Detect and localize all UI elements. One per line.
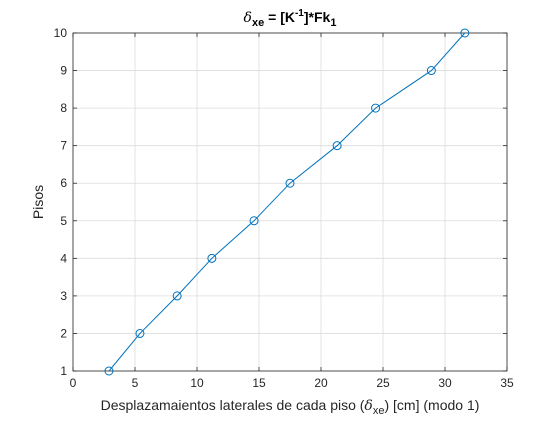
y-tick-label: 2 [60, 326, 67, 340]
title-end-subscript: 1 [330, 17, 336, 29]
xlabel-pre: Desplazamaientos laterales de cada piso … [101, 397, 365, 413]
x-tick-label: 25 [376, 376, 390, 390]
xlabel-post: ) [cm] (modo 1) [384, 397, 479, 413]
xlabel-symbol: δ [364, 398, 372, 414]
y-tick-label: 6 [60, 176, 67, 190]
x-tick-label: 0 [70, 376, 77, 390]
chart-title: δxe = [K-1]*Fk1 [244, 8, 337, 29]
title-mid: = [K [264, 9, 295, 25]
plot-background [73, 33, 507, 371]
y-tick-label: 7 [60, 139, 67, 153]
y-tick-label: 10 [54, 26, 68, 40]
x-axis-label: Desplazamaientos laterales de cada piso … [101, 397, 480, 417]
title-symbol-subscript: xe [252, 17, 264, 29]
y-axis-label: Pisos [30, 185, 46, 219]
y-tick-label: 1 [60, 364, 67, 378]
x-tick-label: 15 [252, 376, 266, 390]
x-tick-label: 5 [132, 376, 139, 390]
y-tick-label: 9 [60, 64, 67, 78]
x-tick-label: 10 [190, 376, 204, 390]
x-tick-label: 30 [438, 376, 452, 390]
y-tick-label: 5 [60, 214, 67, 228]
y-tick-label: 3 [60, 289, 67, 303]
xlabel-subscript: xe [373, 405, 385, 417]
y-tick-labels: 1 2 3 4 5 6 7 8 9 10 [54, 26, 68, 378]
title-symbol: δ [244, 10, 252, 26]
x-tick-labels: 0 5 10 15 20 25 30 35 [70, 376, 514, 390]
y-tick-label: 4 [60, 251, 67, 265]
y-tick-label: 8 [60, 101, 67, 115]
x-tick-label: 35 [500, 376, 514, 390]
x-tick-label: 20 [314, 376, 328, 390]
title-after: ]*Fk [304, 9, 331, 25]
